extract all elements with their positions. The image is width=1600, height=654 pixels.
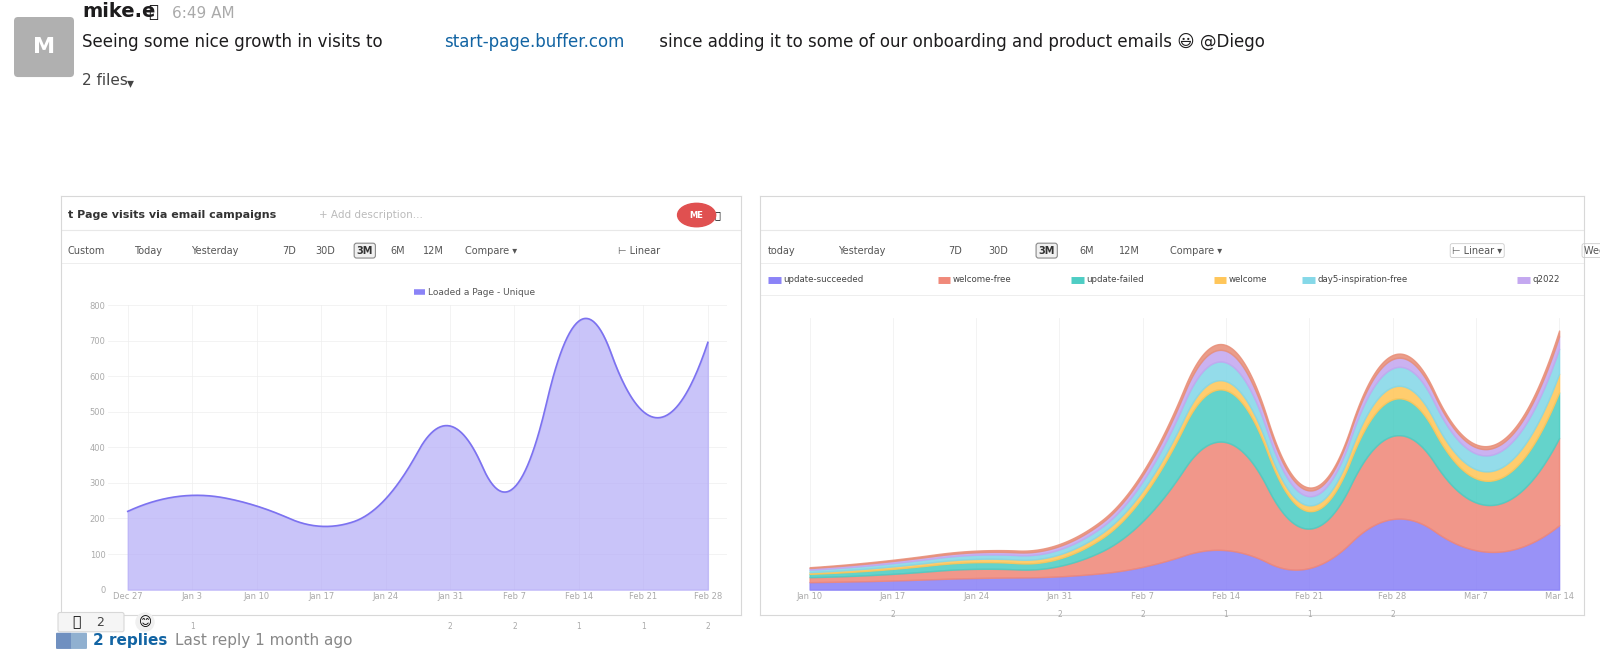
Text: today: today bbox=[768, 246, 795, 256]
Text: 12M: 12M bbox=[424, 246, 445, 256]
Text: + Add description...: + Add description... bbox=[320, 210, 422, 220]
Text: 7D: 7D bbox=[947, 246, 962, 256]
Text: M: M bbox=[34, 37, 54, 57]
Text: 6M: 6M bbox=[1078, 246, 1093, 256]
Text: 12M: 12M bbox=[1120, 246, 1141, 256]
Text: ⊢ Linear: ⊢ Linear bbox=[618, 246, 661, 256]
Text: Seeing some nice growth in visits to: Seeing some nice growth in visits to bbox=[82, 33, 387, 51]
Text: ▾: ▾ bbox=[126, 76, 134, 90]
Text: 🔗: 🔗 bbox=[715, 210, 722, 220]
Text: 30D: 30D bbox=[989, 246, 1008, 256]
Text: Last reply 1 month ago: Last reply 1 month ago bbox=[174, 633, 352, 648]
Text: day5-inspiration-free: day5-inspiration-free bbox=[1317, 275, 1408, 284]
Text: 7D: 7D bbox=[282, 246, 296, 256]
Text: mike.e: mike.e bbox=[82, 2, 155, 21]
Text: update-failed: update-failed bbox=[1086, 275, 1144, 284]
Text: Compare ▾: Compare ▾ bbox=[1170, 246, 1222, 256]
Text: 30D: 30D bbox=[315, 246, 334, 256]
Text: 3M: 3M bbox=[357, 246, 373, 256]
FancyBboxPatch shape bbox=[56, 633, 72, 649]
Text: 2 replies: 2 replies bbox=[93, 633, 168, 648]
Circle shape bbox=[677, 203, 715, 227]
Text: Custom: Custom bbox=[67, 246, 106, 256]
Text: update-succeeded: update-succeeded bbox=[782, 275, 864, 284]
Text: Yesterday: Yesterday bbox=[838, 246, 886, 256]
Text: 6:49 AM: 6:49 AM bbox=[173, 6, 235, 21]
Text: 6M: 6M bbox=[390, 246, 405, 256]
Text: 🌴: 🌴 bbox=[147, 3, 158, 21]
Text: Loaded a Page - Unique: Loaded a Page - Unique bbox=[429, 288, 534, 297]
Text: ⊢ Linear ▾: ⊢ Linear ▾ bbox=[1453, 246, 1502, 256]
FancyBboxPatch shape bbox=[58, 613, 125, 632]
Text: 🙌: 🙌 bbox=[72, 615, 80, 629]
Text: ME: ME bbox=[690, 211, 704, 220]
FancyBboxPatch shape bbox=[14, 17, 74, 77]
Text: 😊: 😊 bbox=[139, 615, 152, 628]
Text: Yesterday: Yesterday bbox=[192, 246, 238, 256]
Text: 2: 2 bbox=[96, 615, 104, 628]
Text: since adding it to some of our onboarding and product emails 😃 @Diego: since adding it to some of our onboardin… bbox=[654, 33, 1266, 51]
Text: Week ▾: Week ▾ bbox=[1584, 246, 1600, 256]
Text: Today: Today bbox=[133, 246, 162, 256]
Text: 3M: 3M bbox=[1038, 246, 1054, 256]
Text: 2 files: 2 files bbox=[82, 73, 128, 88]
Circle shape bbox=[136, 613, 154, 631]
Text: welcome: welcome bbox=[1229, 275, 1267, 284]
Text: welcome-free: welcome-free bbox=[954, 275, 1011, 284]
Text: t Page visits via email campaigns: t Page visits via email campaigns bbox=[67, 210, 275, 220]
Text: q2022: q2022 bbox=[1533, 275, 1560, 284]
FancyBboxPatch shape bbox=[70, 633, 86, 649]
Text: start-page.buffer.com: start-page.buffer.com bbox=[445, 33, 624, 51]
Text: Compare ▾: Compare ▾ bbox=[464, 246, 517, 256]
